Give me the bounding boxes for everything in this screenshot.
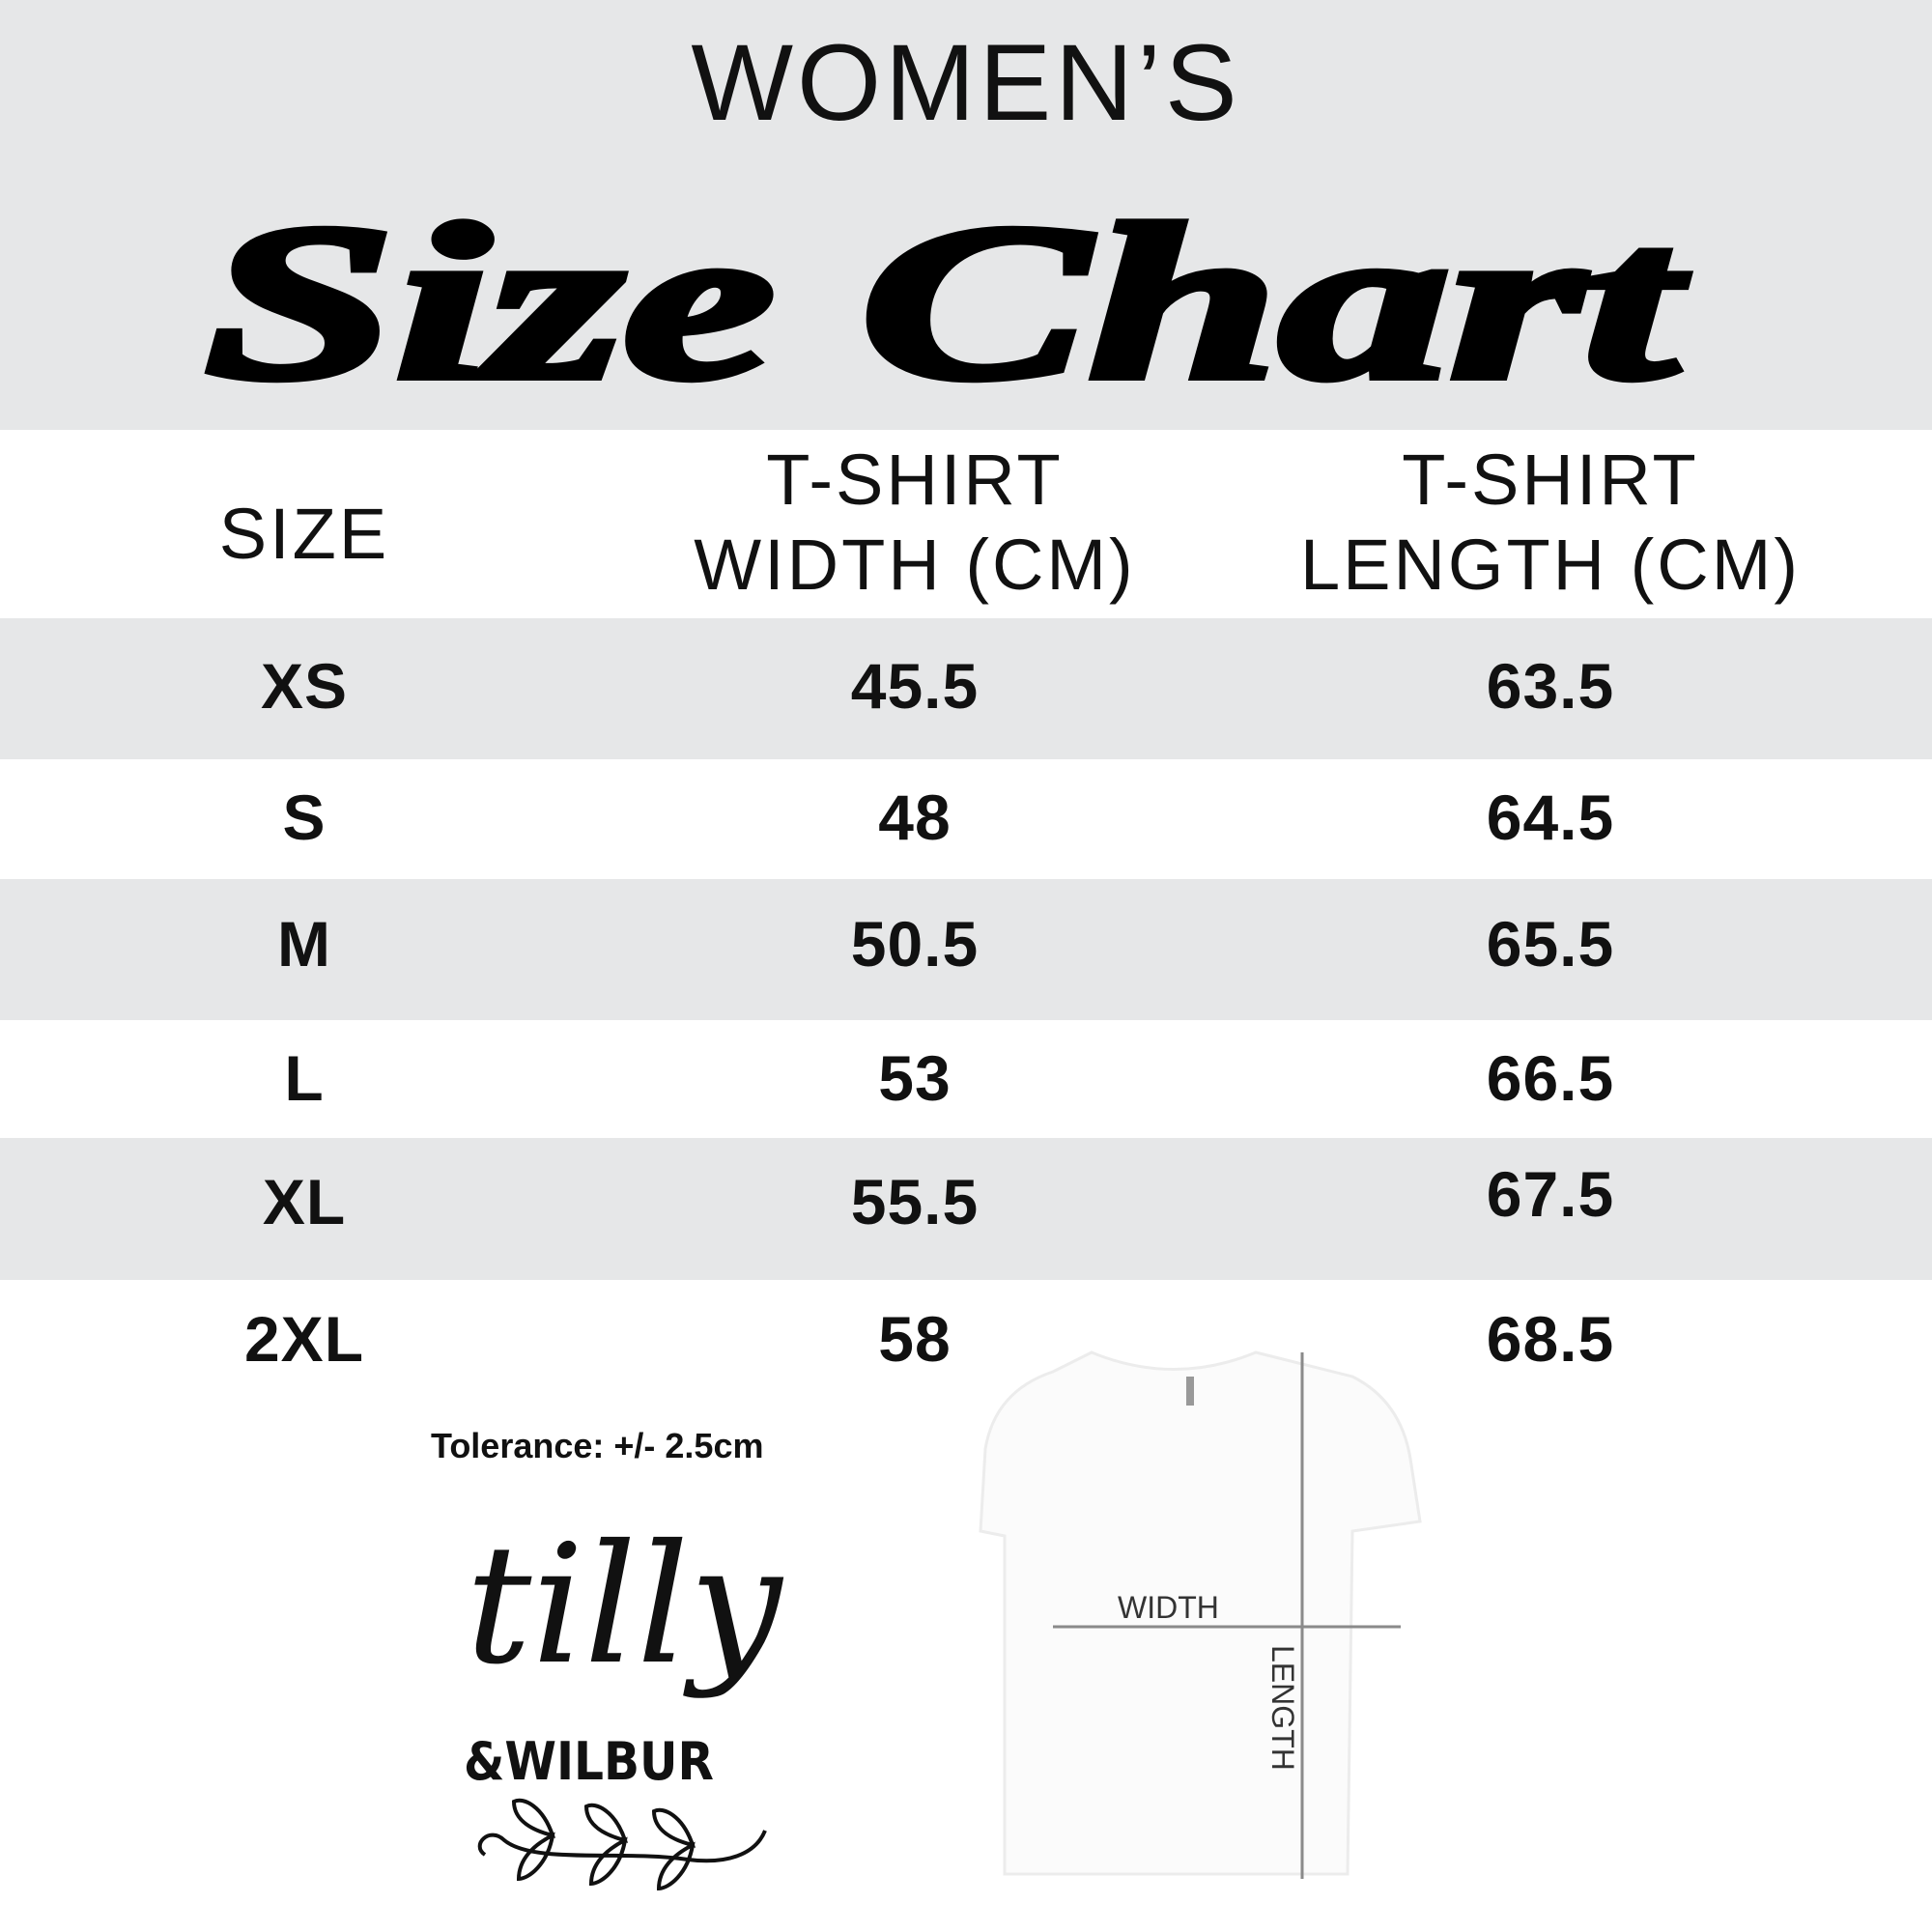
leaf-branch-icon (477, 1798, 767, 1891)
cell-width: 55.5 (850, 1166, 980, 1237)
header-line: T-SHIRT (1402, 440, 1699, 520)
row-band (0, 879, 1932, 1020)
cell-length: 66.5 (1486, 1042, 1615, 1114)
row-band (0, 1138, 1932, 1280)
cell-length: 65.5 (1486, 908, 1615, 980)
page-title: Size Chart (201, 175, 1690, 429)
cell-width: 48 (878, 781, 952, 853)
cell-width: 50.5 (850, 908, 980, 980)
tshirt-diagram: WIDTH LENGTH (979, 1350, 1422, 1879)
header-line: T-SHIRT (766, 440, 1064, 520)
cell-width: 58 (878, 1303, 952, 1375)
tolerance-note: Tolerance: +/- 2.5cm (431, 1426, 764, 1465)
cell-size: L (284, 1042, 325, 1114)
cell-size: S (282, 781, 327, 853)
row-band (0, 618, 1932, 759)
brand-logo: tilly &WILBUR (464, 1517, 783, 1891)
logo-text: tilly (466, 1517, 783, 1701)
column-header-length: T-SHIRT LENGTH (CM) (1280, 438, 1821, 608)
cell-length: 63.5 (1486, 650, 1615, 722)
logo-subtext: &WILBUR (464, 1732, 714, 1793)
cell-width: 53 (878, 1042, 952, 1114)
tshirt-icon (979, 1350, 1422, 1876)
eyebrow-title: WOMEN’S (691, 22, 1241, 143)
cell-width: 45.5 (850, 650, 980, 722)
column-header-size: SIZE (218, 494, 390, 574)
cell-size: XL (262, 1166, 347, 1237)
cell-length: 68.5 (1486, 1303, 1615, 1375)
cell-size: XS (260, 650, 349, 722)
cell-size: 2XL (243, 1303, 365, 1375)
cell-size: M (277, 908, 331, 980)
header-line: LENGTH (CM) (1299, 525, 1802, 605)
header-band (0, 0, 1932, 430)
width-label: WIDTH (1118, 1590, 1219, 1625)
column-header-width: T-SHIRT WIDTH (CM) (673, 438, 1156, 608)
cell-length: 64.5 (1486, 781, 1615, 853)
label-tag (1186, 1377, 1194, 1406)
length-label: LENGTH (1265, 1645, 1300, 1771)
page-title-text: Size Chart (205, 179, 1687, 425)
cell-length: 67.5 (1486, 1158, 1615, 1230)
header-line: WIDTH (CM) (694, 525, 1136, 605)
